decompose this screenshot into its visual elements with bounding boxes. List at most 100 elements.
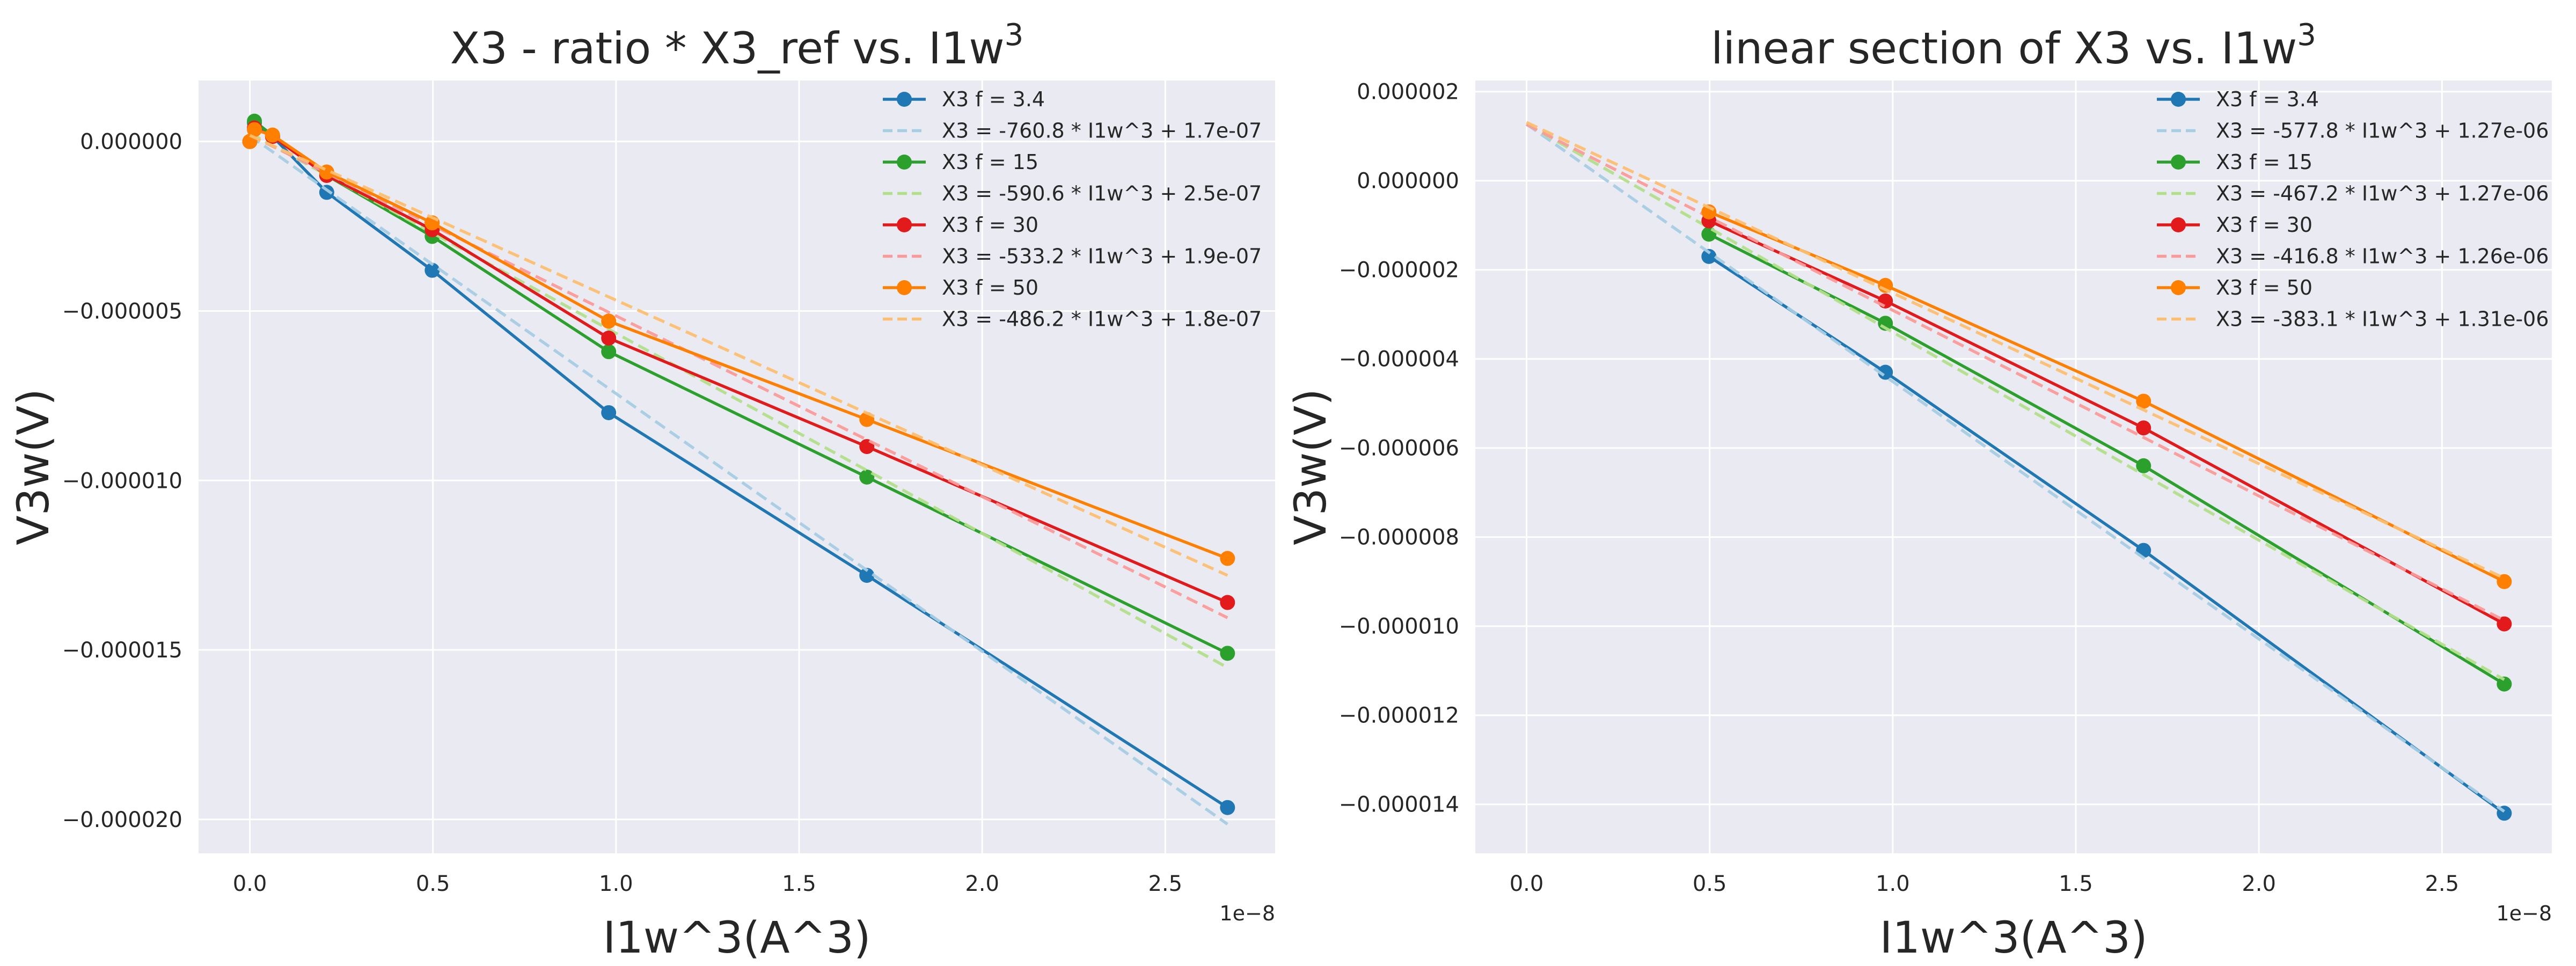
series-group (1525, 121, 2512, 821)
y-axis-label: V3w(V) (9, 389, 59, 545)
x-tick-label: 1.5 (782, 872, 816, 896)
legend-entry: X3 = -590.6 * I1w^3 + 2.5e-07 (942, 182, 1262, 206)
data-point (2497, 676, 2512, 692)
data-point (1220, 800, 1235, 815)
chart-panel-1: 0.0 0.5 1.0 1.5 2.0 2.5 0.000000 −0.000005 −0.00… (9, 18, 1275, 963)
y-tick-label: −0.000010 (1339, 614, 1459, 639)
data-point (859, 469, 875, 485)
legend-entry: X3 = -416.8 * I1w^3 + 1.26e-06 (2216, 245, 2549, 268)
x-tick-label: 0.5 (416, 872, 450, 896)
legend-entry: X3 f = 30 (942, 213, 1038, 237)
chart-title-sup: 3 (2297, 18, 2316, 53)
y-tick-label: 0.000000 (1357, 169, 1459, 194)
legend-entry: X3 f = 30 (2216, 213, 2312, 237)
chart-title-main: linear section of X3 vs. I1w (1711, 24, 2297, 74)
legend-entry: X3 = -486.2 * I1w^3 + 1.8e-07 (942, 308, 1262, 331)
chart-title-sup: 3 (1005, 18, 1024, 53)
legend-entry: X3 = -533.2 * I1w^3 + 1.9e-07 (942, 245, 1262, 268)
legend: X3 f = 3.4 X3 = -577.8 * I1w^3 + 1.27e-06… (2157, 87, 2549, 331)
x-axis-label: I1w^3(A^3) (603, 913, 870, 963)
y-tick-label: −0.000008 (1339, 525, 1459, 550)
legend-entry: X3 = -383.1 * I1w^3 + 1.31e-06 (2216, 308, 2549, 331)
chart-title: linear section of X3 vs. I1w3 (1711, 18, 2316, 74)
x-offset-label: 1e−8 (2496, 902, 2552, 925)
legend-entry: X3 f = 3.4 (942, 87, 1045, 111)
fit-line-8 (249, 134, 1228, 577)
data-point (2136, 420, 2151, 436)
x-tick-label: 2.0 (2242, 872, 2276, 896)
fit-line-4 (1526, 122, 2505, 681)
x-tick-label: 1.0 (599, 872, 633, 896)
y-axis-label: V3w(V) (1286, 389, 1336, 545)
data-point (601, 313, 617, 329)
legend-entry: X3 f = 50 (942, 276, 1038, 299)
data-point (1220, 551, 1235, 566)
data-point (859, 568, 875, 583)
x-tick-label: 2.5 (1148, 872, 1182, 896)
legend-swatch-marker (897, 280, 912, 295)
data-point (1701, 248, 1717, 264)
chart-title: X3 - ratio * X3_ref vs. I1w3 (450, 18, 1024, 74)
data-point (601, 405, 617, 420)
x-axis-label: I1w^3(A^3) (1879, 913, 2147, 963)
y-tick-label: 0.000000 (80, 130, 182, 155)
data-line-7 (1708, 210, 2505, 583)
data-point (425, 262, 440, 278)
fit-line-6 (249, 134, 1228, 619)
legend-entry: X3 = -577.8 * I1w^3 + 1.27e-06 (2216, 119, 2549, 143)
data-point (601, 331, 617, 346)
legend-swatch-marker (897, 217, 912, 232)
x-tick-label: 2.5 (2425, 872, 2459, 896)
fit-line-4 (249, 131, 1228, 669)
data-point (1701, 226, 1717, 242)
y-tick-label: −0.000004 (1339, 347, 1459, 372)
y-tick-label: −0.000020 (62, 808, 182, 832)
fit-line-2 (1525, 123, 2505, 813)
x-offset-label: 1e−8 (1219, 902, 1275, 925)
x-tick-label: 1.5 (2059, 872, 2093, 896)
legend-entry: X3 f = 3.4 (2216, 87, 2319, 111)
chart-title-main: X3 - ratio * X3_ref vs. I1w (450, 24, 1005, 74)
legend-swatch-marker (897, 155, 912, 170)
data-point (1220, 595, 1235, 610)
y-tick-label: −0.000006 (1339, 436, 1459, 461)
legend-swatch-marker (2171, 280, 2186, 295)
y-tick-label: −0.000010 (62, 469, 182, 493)
x-tick-label: 0.5 (1693, 872, 1727, 896)
x-tick-label: 0.0 (1510, 872, 1544, 896)
legend-entry: X3 = -760.8 * I1w^3 + 1.7e-07 (942, 119, 1262, 143)
fit-line-2 (248, 134, 1228, 825)
legend: X3 f = 3.4 X3 = -760.8 * I1w^3 + 1.7e-07 X… (883, 87, 1262, 331)
data-point (2497, 616, 2512, 632)
chart-panel-2: 0.0 0.5 1.0 1.5 2.0 2.5 0.000002 0.000000 −0.000… (1286, 18, 2552, 963)
legend-swatch-marker (2171, 155, 2186, 170)
fit-line-8 (1526, 121, 2505, 580)
legend-swatch-marker (897, 92, 912, 107)
legend-entry: X3 = -467.2 * I1w^3 + 1.27e-06 (2216, 182, 2549, 206)
data-point (2136, 458, 2151, 473)
y-tick-label: −0.000012 (1339, 704, 1459, 728)
legend-swatch-marker (2171, 217, 2186, 232)
x-tick-label: 2.0 (965, 872, 999, 896)
data-point (265, 127, 280, 143)
x-tick-label: 1.0 (1876, 872, 1910, 896)
legend-entry: X3 f = 15 (942, 150, 1038, 174)
y-tick-label: 0.000002 (1357, 80, 1459, 105)
y-tick-label: −0.000002 (1339, 258, 1459, 283)
data-point (2136, 393, 2151, 409)
data-line-1 (1708, 255, 2505, 815)
y-tick-label: −0.000014 (1339, 793, 1459, 817)
plot-area (199, 80, 1275, 853)
data-point (1220, 646, 1235, 661)
legend-entry: X3 f = 50 (2216, 276, 2312, 299)
x-tick-label: 0.0 (233, 872, 267, 896)
data-point (1878, 293, 1893, 309)
y-tick-label: −0.000005 (62, 299, 182, 324)
fit-line-6 (1526, 123, 2505, 622)
data-point (247, 122, 262, 137)
data-point (601, 344, 617, 360)
legend-entry: X3 f = 15 (2216, 150, 2312, 174)
series-group (242, 113, 1235, 825)
data-point (2497, 574, 2512, 589)
